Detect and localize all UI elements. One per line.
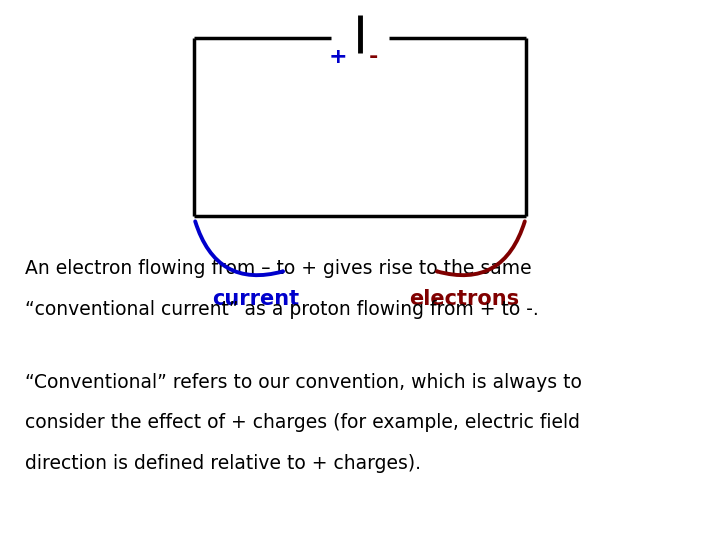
Text: current: current: [212, 289, 300, 309]
FancyArrowPatch shape: [195, 221, 283, 275]
Text: An electron flowing from – to + gives rise to the same: An electron flowing from – to + gives ri…: [25, 259, 532, 278]
FancyArrowPatch shape: [437, 221, 525, 275]
Text: direction is defined relative to + charges).: direction is defined relative to + charg…: [25, 454, 421, 472]
Text: consider the effect of + charges (for example, electric field: consider the effect of + charges (for ex…: [25, 413, 580, 432]
Text: +: +: [328, 46, 347, 67]
Text: electrons: electrons: [410, 289, 519, 309]
Text: -: -: [369, 46, 378, 67]
Text: “conventional current” as a proton flowing from + to -.: “conventional current” as a proton flowi…: [25, 300, 539, 319]
Text: “Conventional” refers to our convention, which is always to: “Conventional” refers to our convention,…: [25, 373, 582, 392]
